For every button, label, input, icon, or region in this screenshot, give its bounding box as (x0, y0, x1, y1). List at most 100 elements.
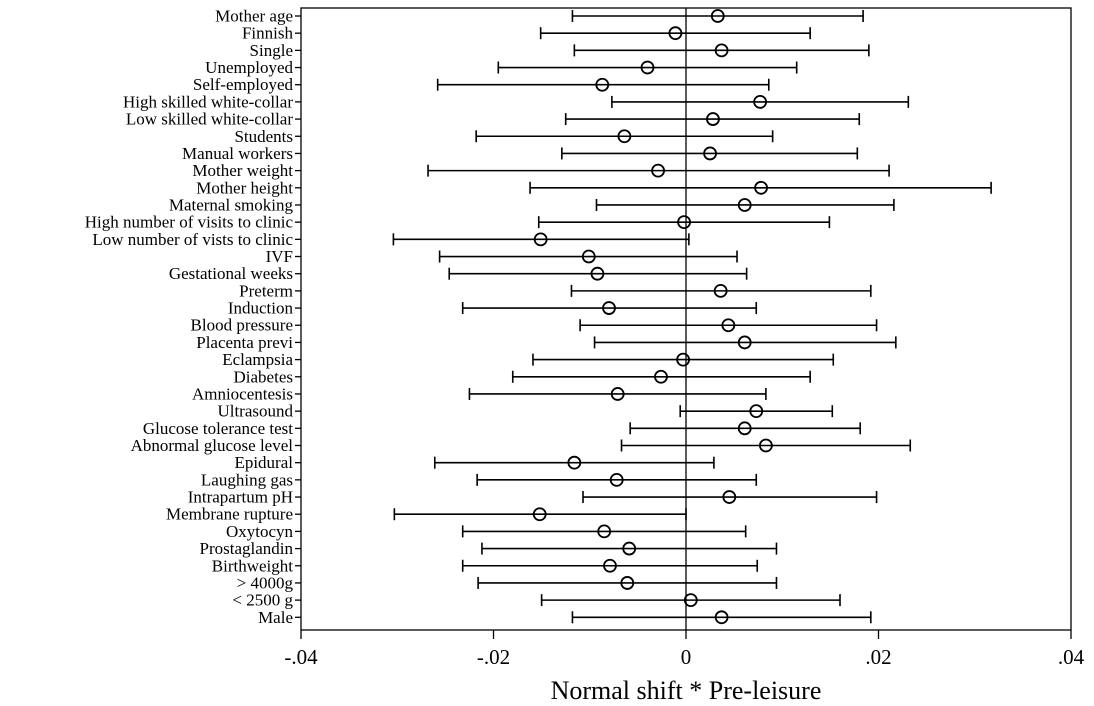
point-estimate-marker (721, 318, 736, 333)
y-tick-label: Mother weight (192, 161, 293, 180)
coef-row: Male (258, 608, 872, 627)
point-estimate-marker (749, 404, 764, 419)
point-estimate-marker (567, 455, 582, 470)
point-estimate-marker (677, 215, 691, 230)
y-tick-label: IVF (266, 247, 293, 266)
coef-row: Induction (228, 299, 758, 318)
y-tick-label: Laughing gas (201, 470, 293, 489)
point-estimate-marker (617, 129, 632, 144)
coef-row: Epidural (234, 453, 715, 472)
coef-row: High skilled white-collar (123, 92, 910, 111)
coef-row: Mother age (215, 7, 864, 26)
y-tick-label: Maternal smoking (169, 195, 294, 214)
coef-row: Finnish (242, 24, 811, 43)
point-estimate-marker (714, 43, 729, 58)
coef-row: Intrapartum pH (188, 488, 878, 507)
coef-row: Blood pressure (191, 316, 878, 335)
y-tick-label: Glucose tolerance test (143, 419, 293, 438)
coef-row: Birthweight (212, 556, 759, 575)
y-tick-label: Ultrasound (217, 402, 293, 421)
point-estimate-marker (722, 490, 737, 504)
point-estimate-marker (640, 60, 655, 75)
x-tick-label: -.02 (477, 645, 510, 669)
coef-row: Maternal smoking (169, 195, 895, 214)
point-estimate-marker (597, 524, 612, 539)
y-tick-label: Mother age (215, 7, 293, 26)
point-estimate-marker (590, 266, 605, 281)
y-tick-label: Membrane rupture (166, 505, 293, 524)
y-tick-label: Birthweight (212, 556, 293, 575)
y-tick-label: Low number of vists to clinic (92, 230, 293, 249)
plot-rows: Mother ageFinnishSingleUnemployedSelf-em… (85, 7, 992, 627)
coef-row: Self-employed (193, 75, 770, 94)
coef-row: Preterm (239, 281, 872, 300)
point-estimate-marker (758, 438, 773, 453)
point-estimate-marker (602, 301, 616, 315)
coef-row: Low number of vists to clinic (92, 230, 690, 249)
y-tick-label: Intrapartum pH (188, 488, 293, 507)
y-tick-label: Epidural (234, 453, 293, 472)
coef-row: Amniocentesis (192, 384, 767, 403)
y-tick-label: Diabetes (234, 367, 293, 386)
coef-row: < 2500 g (232, 591, 841, 610)
x-axis-ticks: -.04 -.02 0 .02 .04 (284, 630, 1085, 669)
point-estimate-marker (533, 232, 548, 247)
point-estimate-marker (654, 369, 668, 384)
coef-row: Prostaglandin (200, 539, 778, 558)
y-tick-label: Unemployed (205, 58, 293, 77)
coef-row: Oxytocyn (226, 522, 747, 541)
coef-row: High number of visits to clinic (85, 213, 831, 232)
point-estimate-marker (668, 26, 683, 41)
point-estimate-marker (710, 9, 725, 23)
coef-row: Placenta previ (196, 333, 897, 352)
point-estimate-marker (713, 283, 728, 298)
point-estimate-marker (595, 77, 610, 92)
coef-row: Students (234, 127, 774, 146)
axes: -.04 -.02 0 .02 .04 (284, 7, 1085, 669)
y-tick-label: Prostaglandin (200, 539, 294, 558)
y-tick-label: Male (258, 608, 293, 627)
coef-row: Abnormal glucose level (131, 436, 912, 455)
x-tick-label: .02 (865, 645, 891, 669)
y-tick-label: Finnish (242, 24, 294, 43)
point-estimate-marker (609, 472, 624, 487)
point-estimate-marker (754, 180, 768, 195)
point-estimate-marker (683, 593, 698, 608)
coef-row: Low skilled white-collar (126, 110, 861, 129)
coef-row: Eclampsia (222, 350, 835, 369)
y-tick-label: Mother height (196, 178, 293, 197)
point-estimate-marker (706, 112, 720, 126)
coef-row: Membrane rupture (166, 505, 687, 524)
point-estimate-marker (651, 163, 665, 178)
point-estimate-marker (703, 146, 717, 161)
coef-row: Laughing gas (201, 470, 758, 489)
y-tick-label: > 4000g (237, 573, 294, 592)
point-estimate-marker (737, 198, 752, 212)
coef-row: Mother weight (192, 161, 890, 180)
point-estimate-marker (737, 421, 752, 436)
x-axis-label: Normal shift * Pre-leisure (551, 676, 822, 705)
coef-row: Mother height (196, 178, 992, 197)
y-tick-label: High number of visits to clinic (85, 213, 294, 232)
x-tick-label: -.04 (284, 645, 318, 669)
coef-row: Diabetes (234, 367, 811, 386)
y-tick-label: Students (234, 127, 293, 146)
y-tick-label: Induction (228, 299, 294, 318)
point-estimate-marker (532, 507, 547, 522)
y-tick-label: Preterm (239, 281, 293, 300)
y-tick-label: Gestational weeks (169, 264, 293, 283)
point-estimate-marker (676, 352, 691, 367)
y-tick-label: Eclampsia (222, 350, 293, 369)
coef-row: Gestational weeks (169, 264, 748, 283)
coef-row: IVF (266, 247, 738, 266)
point-estimate-marker (610, 387, 625, 401)
point-estimate-marker (714, 610, 729, 625)
y-tick-label: < 2500 g (232, 591, 293, 610)
point-estimate-marker (737, 335, 752, 350)
y-tick-label: Blood pressure (191, 316, 293, 335)
coef-row: > 4000g (237, 573, 778, 592)
coef-row: Ultrasound (217, 402, 834, 421)
y-tick-label: Abnormal glucose level (131, 436, 294, 455)
y-tick-label: Placenta previ (196, 333, 293, 352)
